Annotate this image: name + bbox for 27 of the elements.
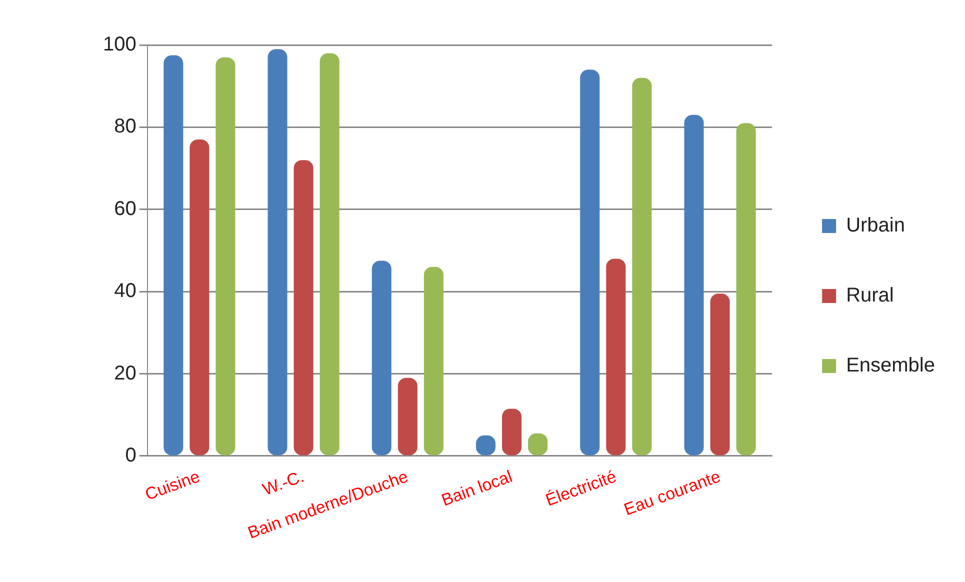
bar bbox=[398, 378, 418, 456]
y-tick-label: 20 bbox=[114, 362, 136, 384]
y-tick-label: 40 bbox=[114, 280, 136, 302]
y-tick-label: 100 bbox=[102, 34, 136, 56]
bar bbox=[164, 55, 184, 456]
x-tick-label: Bain local bbox=[439, 466, 515, 510]
bar bbox=[606, 258, 626, 456]
bar bbox=[294, 160, 314, 456]
bar bbox=[580, 70, 600, 456]
y-tick-label: 80 bbox=[114, 116, 136, 138]
bar bbox=[424, 266, 444, 456]
bar bbox=[372, 260, 392, 456]
legend-label: Ensemble bbox=[846, 354, 935, 377]
legend-label: Urbain bbox=[846, 214, 905, 237]
bar bbox=[190, 140, 210, 456]
bar bbox=[268, 49, 288, 456]
bar bbox=[216, 57, 236, 456]
bar bbox=[632, 78, 652, 456]
x-tick-label: Cuisine bbox=[142, 466, 202, 504]
y-tick-label: 60 bbox=[114, 198, 136, 220]
bar bbox=[502, 408, 522, 456]
y-tick-label: 0 bbox=[125, 444, 136, 466]
bar bbox=[320, 53, 340, 456]
legend-label: Rural bbox=[846, 284, 894, 307]
bar bbox=[684, 114, 704, 456]
bar bbox=[710, 294, 730, 456]
bar bbox=[736, 123, 756, 456]
